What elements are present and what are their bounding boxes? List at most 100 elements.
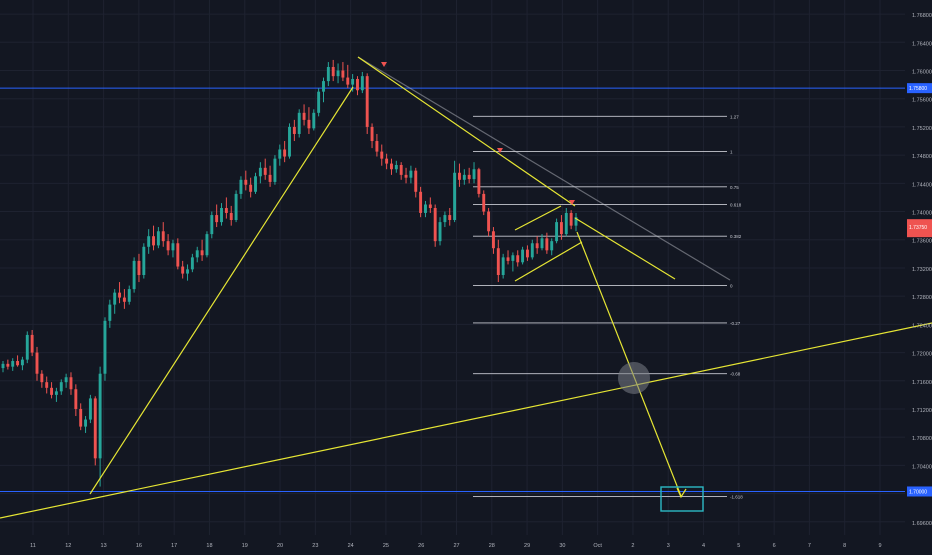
candle-body <box>491 231 495 249</box>
descending-trendline[interactable] <box>357 56 576 207</box>
candle <box>336 63 340 84</box>
candle <box>521 246 525 265</box>
candle-body <box>540 238 544 249</box>
target-box[interactable] <box>660 486 704 512</box>
candle <box>375 133 379 157</box>
candle-body <box>210 215 214 235</box>
candle-body <box>122 297 126 302</box>
candle <box>409 165 413 184</box>
candle <box>370 123 374 149</box>
candle-body <box>186 269 189 274</box>
candle-body <box>448 215 452 220</box>
wedge-upper-line[interactable] <box>514 205 562 231</box>
candle <box>16 355 20 367</box>
candle <box>540 234 544 251</box>
candle-body <box>137 260 141 275</box>
intersection-circle-marker[interactable] <box>618 362 650 394</box>
candle <box>45 376 49 394</box>
candle-body <box>525 249 529 258</box>
candle <box>569 210 573 230</box>
candle <box>356 76 359 96</box>
candle-body <box>176 243 180 267</box>
price-tick-label: 1.70400 <box>912 464 932 470</box>
candle <box>88 394 92 424</box>
uptrend-line[interactable] <box>89 86 354 495</box>
candle-body <box>152 236 155 246</box>
candle-body <box>506 257 510 261</box>
candle-body <box>428 204 432 209</box>
candle-body <box>229 212 233 220</box>
candle-body <box>302 112 306 120</box>
candle <box>40 370 44 388</box>
candle-body <box>195 250 199 258</box>
wedge-lower-line[interactable] <box>514 241 583 282</box>
candle-body <box>74 389 78 409</box>
candle <box>467 167 471 184</box>
candle <box>205 231 209 258</box>
candle <box>215 204 219 228</box>
time-tick-label: 17 <box>171 543 177 549</box>
candle-body <box>40 373 44 383</box>
candle-body <box>322 81 325 92</box>
candle <box>200 239 204 261</box>
candle <box>35 346 39 381</box>
time-tick-label: 20 <box>277 543 283 549</box>
candle <box>317 88 321 117</box>
candle <box>273 155 277 185</box>
candle <box>326 62 330 87</box>
candle-body <box>64 377 68 383</box>
candle-body <box>521 249 525 263</box>
time-tick-label: 2 <box>631 543 634 549</box>
level-price-label: 1.75800 <box>909 86 927 92</box>
candle-body <box>385 158 389 164</box>
candle <box>195 246 199 263</box>
fib-level-label: 1 <box>730 150 733 155</box>
candle <box>142 243 146 279</box>
candle-body <box>69 377 73 390</box>
candle-body <box>462 174 466 180</box>
time-tick-label: 23 <box>312 543 318 549</box>
candle <box>74 384 78 417</box>
time-tick-label: 18 <box>206 543 212 549</box>
last-price-label: 1.73750 <box>909 225 927 231</box>
long-support-line[interactable] <box>0 322 932 519</box>
price-axis[interactable]: 1.76800 1.76400 1.76000 1.75600 1.75200 1.748… <box>907 13 932 527</box>
horizontal-levels[interactable] <box>0 87 905 492</box>
time-axis[interactable]: 11 12 13 16 17 18 19 20 23 24 25 26 27 28 29 30 Oct 2 3 4 5 6… <box>30 543 881 549</box>
candle-body <box>103 320 107 374</box>
candle-body <box>239 179 243 194</box>
candle <box>229 205 233 226</box>
candle <box>79 403 83 431</box>
candle-body <box>258 167 262 177</box>
candle-body <box>438 222 442 242</box>
price-tick-label: 1.75200 <box>912 126 932 132</box>
fibonacci-extension[interactable]: 1.27 1 0.75 0.618 0.382 0 -0.27 -0.68 -1.618 <box>473 114 743 499</box>
price-tick-label: 1.73200 <box>912 267 932 273</box>
candle-body <box>535 243 539 249</box>
candle <box>171 239 175 258</box>
time-tick-label: 5 <box>737 543 740 549</box>
candle-body <box>288 126 291 157</box>
price-tick-label: 1.71200 <box>912 408 932 414</box>
fib-level-label: 0.382 <box>730 234 742 239</box>
candle-body <box>244 179 248 185</box>
candle <box>20 356 24 371</box>
projection-line[interactable] <box>574 217 676 280</box>
candle-body <box>205 234 209 256</box>
candle-body <box>200 250 204 256</box>
candle <box>118 282 121 304</box>
candle-body <box>564 212 568 235</box>
candle-body <box>84 419 88 427</box>
candle <box>458 163 461 187</box>
candle-body <box>419 191 423 213</box>
candle <box>545 232 549 254</box>
candle <box>234 190 238 223</box>
candle-body <box>156 231 160 246</box>
descending-trendline-extension[interactable] <box>357 56 731 281</box>
candle <box>390 158 393 175</box>
trend-drawings[interactable] <box>0 56 932 519</box>
candle <box>525 245 529 261</box>
